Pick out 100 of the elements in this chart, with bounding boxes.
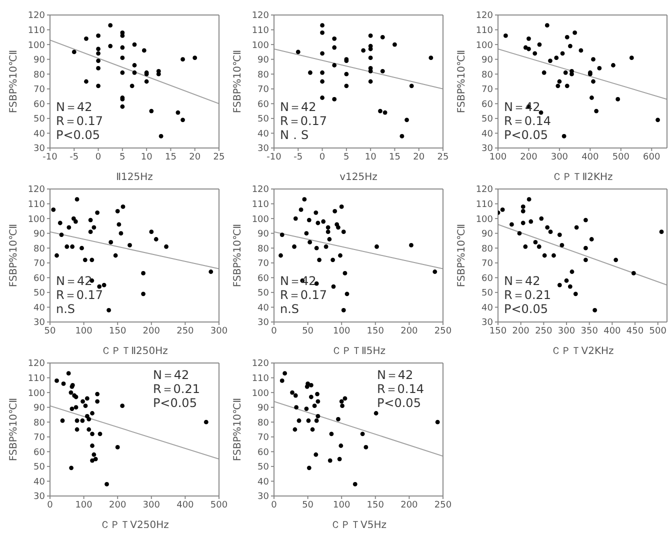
point [332,208,338,214]
x-tick-label: 100 [75,500,93,510]
y-tick-label: 110 [252,200,270,210]
point [316,399,320,404]
annotation: N．S [280,128,310,142]
point [631,271,636,276]
point [320,96,324,100]
annotation: P<0.05 [504,302,550,316]
y-tick-label: 100 [28,388,46,399]
x-tick-label: -10 [266,152,282,162]
point [409,84,414,88]
point [108,240,114,244]
point [90,258,94,262]
point [84,396,90,401]
point [104,482,109,486]
y-tick-label: 50 [34,462,46,473]
point [54,253,59,258]
point [332,97,337,102]
point [130,84,134,88]
point [560,51,565,56]
x-tick-label: 100 [489,152,507,162]
point [180,57,185,62]
point [560,242,564,248]
y-tick-label: 30 [258,144,270,154]
point [321,219,326,224]
point [374,244,379,249]
point [102,282,106,288]
point [329,432,334,436]
point [115,445,120,450]
point [90,411,94,416]
point [158,134,164,138]
point [59,232,64,238]
x-tick-label: 500 [210,500,228,510]
point [68,390,74,395]
point [61,381,66,386]
y-tick-label: 90 [34,404,46,414]
point [562,134,566,138]
point [532,51,538,56]
point [73,219,78,224]
annotation: N＝42 [56,274,94,288]
y-tick-label: 100 [28,40,46,51]
point [70,244,75,249]
point [88,218,93,222]
y-tick-label: 120 [252,359,270,370]
point [331,284,336,289]
x-tick-label: 10 [140,152,153,162]
point [616,97,620,102]
point [339,204,344,209]
point [592,308,598,312]
point [120,56,125,60]
point [659,230,664,234]
point [315,392,320,396]
point [591,79,596,84]
point [70,406,74,412]
y-tick-label: 110 [28,374,46,384]
y-tick-label: 80 [34,244,46,254]
point [338,444,344,448]
point [164,244,168,249]
point [404,118,409,122]
annotation: P<0.05 [56,128,102,142]
point [317,258,322,262]
annotation: R＝0.21 [504,288,552,302]
point [306,466,312,470]
y-tick-label: 70 [258,433,270,444]
point [314,418,319,423]
x-tick-label: -10 [42,152,58,162]
point [339,399,344,404]
point [192,56,198,60]
y-tick-label: 30 [482,318,494,328]
point [583,218,588,222]
y-tick-label: 70 [258,259,270,270]
y-tick-label: 110 [476,200,494,210]
point [344,84,349,88]
annotation: R＝0.17 [280,288,328,302]
x-tick-label: 100 [333,500,350,510]
point [308,70,312,75]
y-tick-label: 50 [34,114,46,125]
point [336,416,340,422]
x-axis-title: ＣＰＴV2KHz [551,346,614,357]
point [589,237,594,242]
point [90,432,94,436]
x-tick-label: -5 [294,152,303,162]
point [341,308,346,312]
point [400,134,404,138]
point [324,244,328,249]
point [380,68,385,74]
point [280,232,284,238]
x-tick-label: 400 [176,500,194,510]
y-tick-label: 50 [482,114,494,125]
y-tick-label: 60 [34,448,46,458]
point [503,33,508,38]
y-tick-label: 40 [482,303,494,314]
point [557,79,562,84]
y-tick-label: 50 [482,288,494,299]
point [361,48,366,53]
x-tick-label: 300 [550,152,568,162]
point [368,79,373,84]
x-tick-label: 100 [75,326,93,336]
point [590,96,594,100]
point [204,420,208,424]
